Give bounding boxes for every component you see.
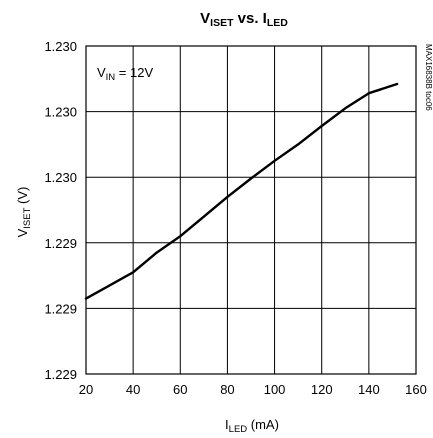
x-tick-label: 100 xyxy=(264,382,286,397)
y-tick-label: 1.230 xyxy=(44,39,77,54)
annotation-value: = 12V xyxy=(115,65,153,80)
y-tick-labels: 1.229 1.229 1.229 1.230 1.230 1.230 xyxy=(44,39,77,382)
xlabel-i: I xyxy=(225,417,229,432)
chart-title: VISET vs. ILED xyxy=(200,10,288,29)
series-group xyxy=(84,82,399,300)
ylabel-iset-sub: ISET xyxy=(22,207,33,228)
annotation-in-sub: IN xyxy=(106,72,116,83)
x-tick-label: 120 xyxy=(311,382,333,397)
x-axis-label: ILED (mA) xyxy=(225,417,279,435)
x-tick-label: 160 xyxy=(405,382,427,397)
title-v: V xyxy=(200,10,210,27)
y-tick-label: 1.230 xyxy=(44,105,77,120)
annotation-v: V xyxy=(97,65,106,80)
y-tick-label: 1.229 xyxy=(44,301,77,316)
title-vs: vs. I xyxy=(234,10,267,27)
xlabel-unit: (mA) xyxy=(247,417,279,432)
annotation-vin: VIN = 12V xyxy=(97,65,153,83)
ylabel-unit: (V) xyxy=(15,187,30,208)
x-tick-label: 140 xyxy=(358,382,380,397)
y-axis-label: VISET (V) xyxy=(15,187,33,238)
xlabel-led-sub: LED xyxy=(229,424,248,435)
x-tick-label: 80 xyxy=(220,382,234,397)
y-tick-label: 1.230 xyxy=(44,170,77,185)
series-line xyxy=(84,82,399,300)
y-tick-label: 1.229 xyxy=(44,367,77,382)
y-tick-label: 1.229 xyxy=(44,236,77,251)
x-tick-label: 20 xyxy=(79,382,93,397)
x-tick-label: 60 xyxy=(173,382,187,397)
plot-frame xyxy=(85,45,417,375)
figure-code: MAX16838B toc06 xyxy=(424,44,433,111)
title-iset-sub: ISET xyxy=(210,17,234,29)
x-tick-labels: 20 40 60 80 100 120 140 160 xyxy=(79,382,427,397)
ylabel-v: V xyxy=(15,228,30,237)
x-tick-label: 40 xyxy=(126,382,140,397)
title-led-sub: LED xyxy=(267,17,288,29)
